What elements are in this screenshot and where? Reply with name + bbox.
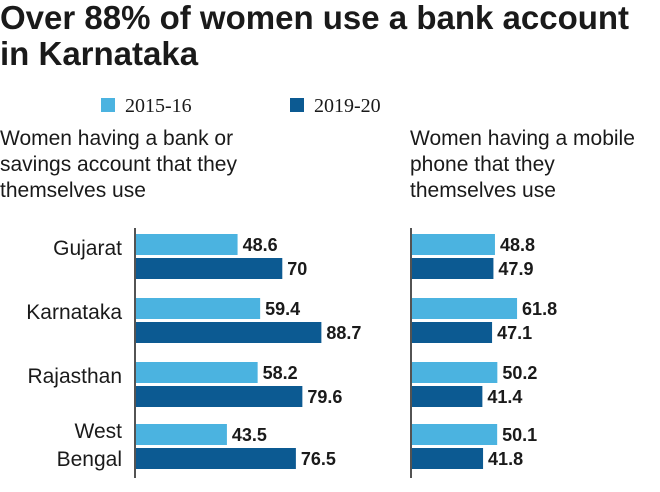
- right-value-west-bengal-2019-20: 41.8: [488, 449, 523, 469]
- category-label-rajasthan: Rajasthan: [27, 365, 122, 388]
- left-value-karnataka-2015-16: 59.4: [265, 299, 300, 319]
- right-value-west-bengal-2015-16: 50.1: [502, 425, 537, 445]
- left-panel-title: Women having a bank or savings account t…: [0, 127, 237, 202]
- left-bar-rajasthan-2019-20: [136, 386, 303, 407]
- left-value-gujarat-2015-16: 48.6: [243, 235, 278, 255]
- left-value-karnataka-2019-20: 88.7: [326, 323, 361, 343]
- right-value-gujarat-2019-20: 47.9: [498, 259, 533, 279]
- category-label-karnataka: Karnataka: [26, 301, 122, 324]
- category-label-west-bengal-line-1: West: [75, 420, 123, 443]
- right-value-karnataka-2015-16: 61.8: [522, 299, 557, 319]
- right-bar-karnataka-2019-20: [412, 322, 493, 343]
- right-value-rajasthan-2015-16: 50.2: [502, 363, 537, 383]
- left-value-west-bengal-2015-16: 43.5: [232, 425, 267, 445]
- left-bar-karnataka-2015-16: [136, 298, 261, 319]
- right-value-karnataka-2019-20: 47.1: [497, 323, 532, 343]
- left-bar-rajasthan-2015-16: [136, 362, 258, 383]
- legend: 2015-16 2019-20: [0, 94, 660, 120]
- legend-swatch-2015-16: [101, 98, 115, 112]
- left-bar-karnataka-2019-20: [136, 322, 322, 343]
- right-value-rajasthan-2019-20: 41.4: [487, 387, 522, 407]
- category-label-west-bengal-line-2: Bengal: [57, 448, 122, 471]
- left-bar-west-bengal-2015-16: [136, 424, 227, 445]
- left-value-rajasthan-2019-20: 79.6: [307, 387, 342, 407]
- category-label-gujarat: Gujarat: [53, 237, 122, 260]
- right-bar-west-bengal-2015-16: [412, 424, 498, 445]
- right-bar-gujarat-2019-20: [412, 258, 494, 279]
- right-panel-title: Women having a mobile phone that they th…: [410, 127, 635, 202]
- left-value-rajasthan-2015-16: 58.2: [263, 363, 298, 383]
- left-value-west-bengal-2019-20: 76.5: [301, 449, 336, 469]
- legend-label-2015-16: 2015-16: [125, 95, 192, 117]
- chart-title: Over 88% of women use a bank account in …: [0, 0, 630, 72]
- right-bar-gujarat-2015-16: [412, 234, 495, 255]
- right-bar-rajasthan-2019-20: [412, 386, 483, 407]
- left-bar-west-bengal-2019-20: [136, 448, 296, 469]
- right-value-gujarat-2015-16: 48.8: [500, 235, 535, 255]
- legend-label-2019-20: 2019-20: [314, 95, 381, 117]
- left-bar-gujarat-2015-16: [136, 234, 238, 255]
- left-bar-gujarat-2019-20: [136, 258, 283, 279]
- right-bar-karnataka-2015-16: [412, 298, 518, 319]
- legend-swatch-2019-20: [290, 98, 304, 112]
- right-bar-rajasthan-2015-16: [412, 362, 498, 383]
- right-bar-west-bengal-2019-20: [412, 448, 484, 469]
- left-value-gujarat-2019-20: 70: [287, 259, 307, 279]
